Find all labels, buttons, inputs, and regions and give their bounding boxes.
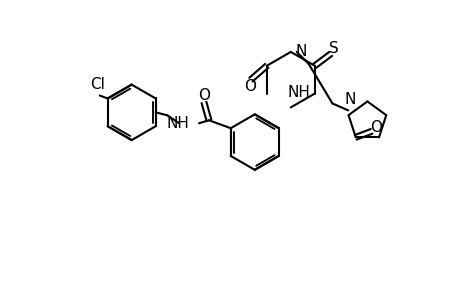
- Text: NH: NH: [287, 85, 310, 100]
- Text: S: S: [328, 41, 338, 56]
- Text: Cl: Cl: [90, 76, 105, 92]
- Text: N: N: [344, 92, 355, 107]
- Text: O: O: [197, 88, 210, 103]
- Text: NH: NH: [166, 116, 189, 131]
- Text: O: O: [370, 120, 382, 135]
- Text: O: O: [243, 79, 255, 94]
- Text: N: N: [295, 44, 307, 59]
